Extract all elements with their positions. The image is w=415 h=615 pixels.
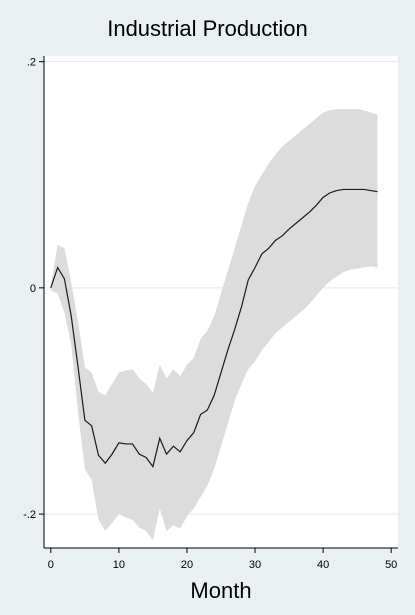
x-tick-label: 40 [317, 559, 329, 571]
y-tick-label: -.2 [23, 509, 36, 521]
y-tick-label: .2 [27, 57, 36, 69]
x-tick-label: 50 [385, 559, 397, 571]
y-tick-label: 0 [30, 283, 36, 295]
x-tick-label: 20 [181, 559, 193, 571]
x-tick-label: 30 [249, 559, 261, 571]
x-tick-label: 10 [113, 559, 125, 571]
x-tick-label: 0 [48, 559, 54, 571]
x-axis-label: Month [44, 578, 398, 604]
